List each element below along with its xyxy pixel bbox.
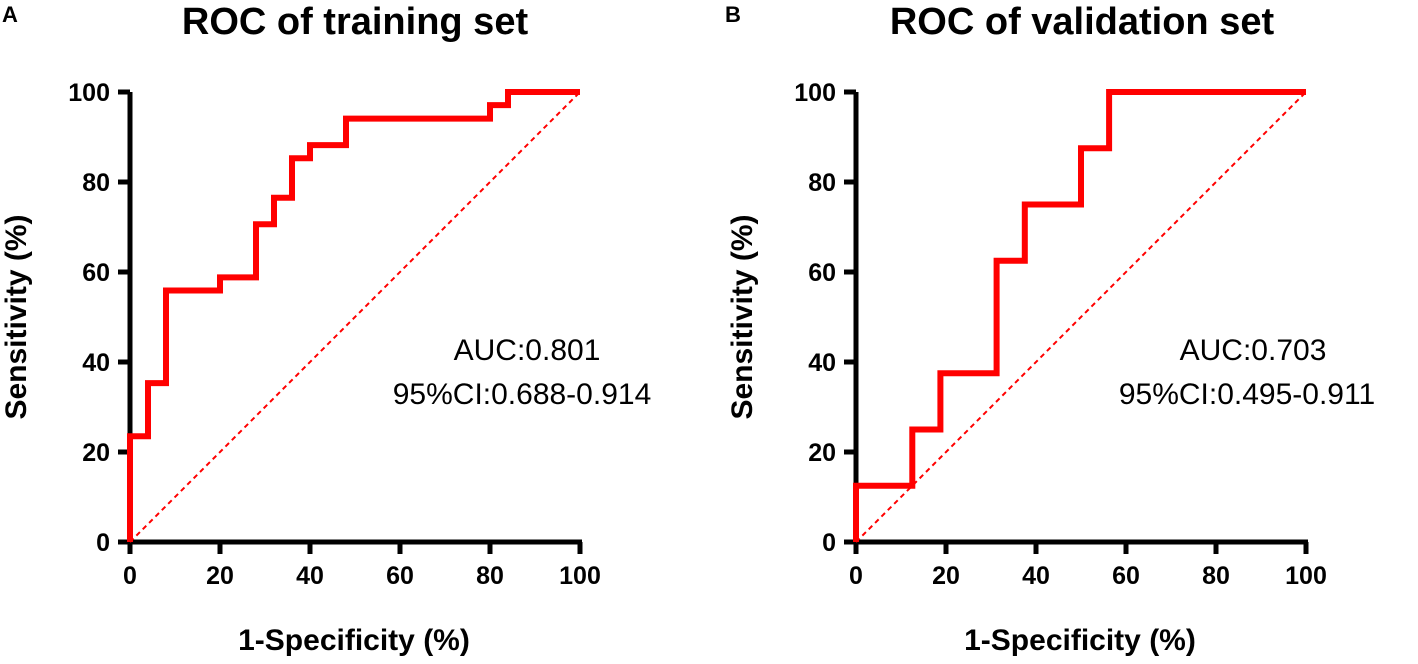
x-tick-label: 80 — [1202, 562, 1230, 590]
panel-b: B ROC of validation set 0 20 40 60 80 10… — [725, 1, 1375, 657]
y-tick-label: 0 — [822, 529, 836, 557]
x-axis-label-b: 1-Specificity (%) — [964, 624, 1196, 657]
x-tick-label: 0 — [123, 562, 137, 590]
x-tick-label: 40 — [296, 562, 324, 590]
panel-label-b: B — [725, 2, 741, 27]
y-tick-label: 80 — [808, 169, 836, 197]
y-tick-label: 80 — [82, 169, 110, 197]
x-ticks-b: 0 20 40 60 80 100 — [849, 542, 1327, 590]
y-tick-label: 20 — [808, 439, 836, 467]
y-tick-label: 40 — [808, 349, 836, 377]
y-axis-label-a: Sensitivity (%) — [0, 214, 33, 419]
y-ticks-a: 0 20 40 60 80 100 — [68, 79, 130, 557]
y-tick-label: 100 — [794, 79, 836, 107]
x-tick-label: 0 — [849, 562, 863, 590]
x-tick-label: 60 — [386, 562, 414, 590]
y-tick-label: 0 — [96, 529, 110, 557]
x-tick-label: 40 — [1022, 562, 1050, 590]
x-tick-label: 20 — [932, 562, 960, 590]
y-tick-label: 100 — [68, 79, 110, 107]
y-tick-label: 20 — [82, 439, 110, 467]
auc-label-a: AUC:0.801 — [454, 334, 601, 367]
chart-title-a: ROC of training set — [182, 1, 529, 43]
panel-label-a: A — [2, 2, 18, 27]
x-tick-label: 80 — [476, 562, 504, 590]
ci-label-a: 95%CI:0.688-0.914 — [393, 378, 652, 411]
x-tick-label: 100 — [1285, 562, 1327, 590]
chart-title-b: ROC of validation set — [890, 1, 1275, 43]
y-tick-label: 60 — [82, 259, 110, 287]
roc-curve-a — [127, 89, 580, 542]
x-ticks-a: 0 20 40 60 80 100 — [123, 542, 601, 590]
y-ticks-b: 0 20 40 60 80 100 — [794, 79, 856, 557]
y-axis-label-b: Sensitivity (%) — [726, 214, 759, 419]
reference-line-a — [129, 91, 581, 543]
x-tick-label: 20 — [206, 562, 234, 590]
x-axis-label-a: 1-Specificity (%) — [238, 624, 470, 657]
y-tick-label: 40 — [82, 349, 110, 377]
ci-label-b: 95%CI:0.495-0.911 — [1119, 378, 1375, 411]
auc-label-b: AUC:0.703 — [1180, 334, 1327, 367]
panel-a: A ROC of training set 0 20 40 60 80 100 — [0, 1, 651, 657]
roc-curve-b — [853, 89, 1306, 542]
plot-area-b: 0 20 40 60 80 100 0 20 40 60 80 100 — [794, 79, 1375, 590]
plot-area-a: 0 20 40 60 80 100 0 20 40 60 80 100 — [68, 79, 651, 590]
y-tick-label: 60 — [808, 259, 836, 287]
x-tick-label: 60 — [1112, 562, 1140, 590]
reference-line-b — [855, 91, 1307, 543]
x-tick-label: 100 — [559, 562, 601, 590]
